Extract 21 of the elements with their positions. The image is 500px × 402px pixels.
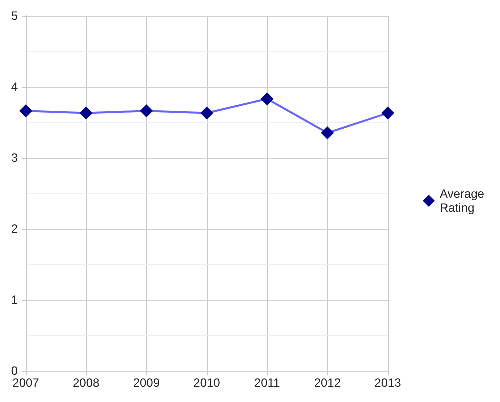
y-tick-label: 5 [11,9,18,23]
x-tick-label: 2010 [194,376,221,390]
point [321,126,334,140]
x-tick-label: 2008 [72,376,100,390]
y-tick-label: 2 [11,222,18,236]
y-tick-label: 1 [11,293,18,307]
x-tick-label: 2012 [314,376,342,390]
y-tick-label: 0 [11,364,18,378]
x-tick-label: 2007 [12,376,40,390]
point [382,106,394,120]
legend-label: Average Rating [440,187,488,215]
point [200,106,214,120]
y-tick-label: 4 [11,80,18,94]
x-tick-label: 2011 [254,376,281,390]
x-tick-label: 2009 [133,376,160,390]
point [140,104,154,118]
point [80,106,93,120]
point [20,104,32,118]
y-tick-label: 3 [11,151,18,165]
x-tick-label: 2013 [374,376,402,390]
point [260,92,274,106]
